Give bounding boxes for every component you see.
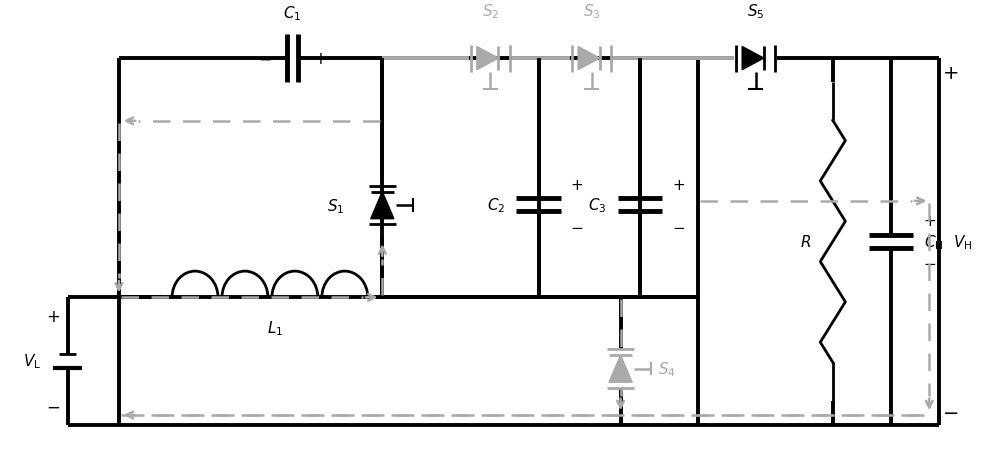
Text: $L_1$: $L_1$ bbox=[267, 319, 283, 338]
Text: $-$: $-$ bbox=[923, 255, 936, 270]
Text: $+$: $+$ bbox=[46, 307, 60, 325]
Text: $-$: $-$ bbox=[46, 397, 60, 415]
Text: $S_4$: $S_4$ bbox=[658, 359, 676, 378]
Text: $-$: $-$ bbox=[942, 401, 959, 420]
Polygon shape bbox=[578, 47, 600, 71]
Text: $+$: $+$ bbox=[672, 177, 685, 192]
Text: $+$: $+$ bbox=[942, 64, 959, 83]
Text: $C_2$: $C_2$ bbox=[487, 196, 505, 215]
Text: $S_3$: $S_3$ bbox=[583, 3, 600, 21]
Text: $R$: $R$ bbox=[800, 234, 812, 250]
Text: $-$: $-$ bbox=[570, 218, 584, 233]
Text: $C_1$: $C_1$ bbox=[283, 5, 302, 23]
Text: $S_5$: $S_5$ bbox=[747, 3, 764, 21]
Polygon shape bbox=[742, 47, 764, 71]
Polygon shape bbox=[477, 47, 498, 71]
Text: $+$: $+$ bbox=[570, 177, 584, 192]
Text: $V_{\rm H}$: $V_{\rm H}$ bbox=[953, 233, 973, 251]
Polygon shape bbox=[371, 192, 394, 219]
Text: $C_{\rm H}$: $C_{\rm H}$ bbox=[924, 233, 944, 251]
Text: $S_1$: $S_1$ bbox=[327, 197, 345, 215]
Text: $+$: $+$ bbox=[313, 50, 327, 68]
Text: $V_{\rm L}$: $V_{\rm L}$ bbox=[23, 352, 41, 370]
Text: $+$: $+$ bbox=[923, 214, 936, 229]
Text: $S_2$: $S_2$ bbox=[482, 3, 499, 21]
Text: $C_3$: $C_3$ bbox=[588, 196, 606, 215]
Polygon shape bbox=[609, 355, 632, 382]
Text: $-$: $-$ bbox=[258, 50, 273, 68]
Text: $-$: $-$ bbox=[672, 218, 685, 233]
